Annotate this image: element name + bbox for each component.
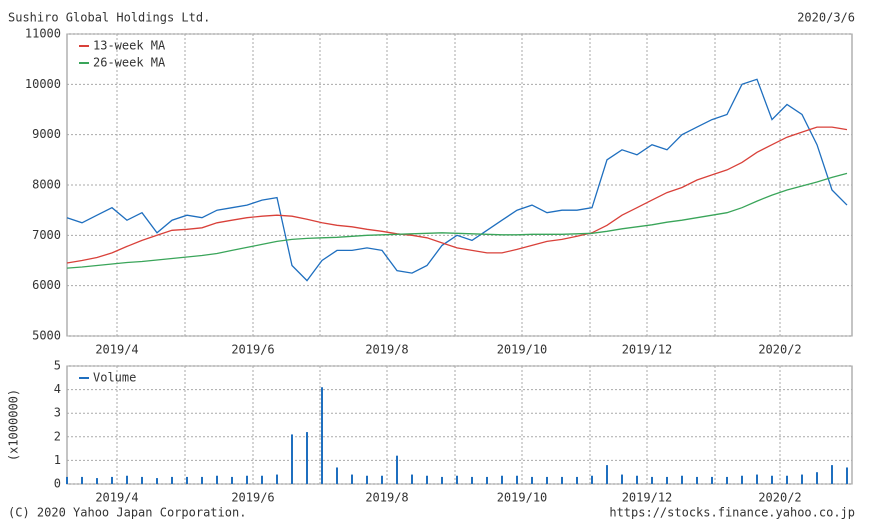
y-tick-label: 0 — [54, 477, 61, 491]
y-axis-label: (x1000000) — [7, 389, 21, 461]
x-tick-label: 2019/10 — [497, 491, 548, 505]
volume-bar — [816, 472, 818, 484]
y-tick-label: 11000 — [25, 27, 61, 41]
y-tick-label: 3 — [54, 406, 61, 420]
volume-bar — [81, 476, 83, 484]
x-tick-label: 2019/12 — [622, 343, 673, 357]
volume-bar — [531, 476, 533, 484]
legend-label: 13-week MA — [93, 39, 166, 53]
volume-bar — [501, 475, 503, 484]
volume-bar — [486, 476, 488, 484]
volume-bar — [111, 476, 113, 484]
x-tick-label: 2019/12 — [622, 491, 673, 505]
volume-bar — [426, 475, 428, 484]
copyright: (C) 2020 Yahoo Japan Corporation. — [8, 506, 246, 520]
x-tick-label: 2019/6 — [231, 491, 274, 505]
volume-bar — [66, 476, 68, 484]
volume-bar — [321, 387, 323, 484]
x-tick-label: 2019/10 — [497, 343, 548, 357]
y-tick-label: 10000 — [25, 77, 61, 91]
x-tick-label: 2019/4 — [95, 491, 138, 505]
volume-bar — [216, 475, 218, 484]
volume-bar — [771, 475, 773, 484]
x-tick-label: 2019/4 — [95, 343, 138, 357]
price-line — [66, 126, 848, 264]
y-tick-label: 5 — [54, 359, 61, 373]
volume-bar — [666, 476, 668, 484]
x-tick-label: 2019/8 — [365, 491, 408, 505]
volume-bar — [171, 476, 173, 484]
volume-bar — [186, 476, 188, 484]
volume-bar — [846, 467, 848, 484]
y-tick-label: 8000 — [32, 178, 61, 192]
volume-bar — [741, 475, 743, 484]
x-tick-label: 2019/8 — [365, 343, 408, 357]
x-tick-label: 2019/6 — [231, 343, 274, 357]
volume-bar — [336, 467, 338, 484]
volume-bar — [246, 475, 248, 484]
volume-bar — [711, 476, 713, 484]
volume-bar — [441, 476, 443, 484]
volume-bar — [126, 475, 128, 484]
volume-bar — [231, 476, 233, 484]
volume-bar — [306, 432, 308, 484]
volume-bar — [516, 475, 518, 484]
volume-bar — [636, 475, 638, 484]
volume-bar — [621, 474, 623, 484]
volume-bar — [831, 465, 833, 484]
y-tick-label: 9000 — [32, 127, 61, 141]
volume-bar — [456, 475, 458, 484]
volume-bar — [546, 476, 548, 484]
volume-bar — [786, 475, 788, 484]
legend-label: 26-week MA — [93, 56, 166, 70]
volume-bar — [366, 475, 368, 484]
volume-bar — [681, 475, 683, 484]
y-tick-label: 2 — [54, 429, 61, 443]
price-line — [66, 172, 848, 269]
volume-bar — [576, 476, 578, 484]
volume-bar — [471, 476, 473, 484]
volume-bar — [801, 474, 803, 484]
volume-bar — [381, 475, 383, 484]
legend-label: Volume — [93, 371, 136, 385]
volume-bar — [726, 476, 728, 484]
y-tick-label: 5000 — [32, 329, 61, 343]
y-tick-label: 7000 — [32, 228, 61, 242]
volume-bar — [411, 474, 413, 484]
price-line — [66, 78, 848, 282]
x-tick-label: 2020/2 — [758, 491, 801, 505]
volume-bar — [261, 475, 263, 484]
volume-bar — [651, 476, 653, 484]
y-tick-label: 4 — [54, 382, 61, 396]
volume-bar — [591, 475, 593, 484]
volume-bar — [396, 455, 398, 484]
y-tick-label: 6000 — [32, 278, 61, 292]
y-tick-label: 1 — [54, 453, 61, 467]
volume-bar — [201, 476, 203, 484]
title: Sushiro Global Holdings Ltd. — [8, 11, 210, 25]
source-url: https://stocks.finance.yahoo.co.jp — [609, 506, 855, 520]
volume-bar — [96, 478, 98, 484]
volume-bar — [606, 465, 608, 484]
x-tick-label: 2020/2 — [758, 343, 801, 357]
volume-bar — [291, 434, 293, 484]
volume-bar — [561, 476, 563, 484]
volume-bar — [276, 474, 278, 484]
volume-bar — [141, 476, 143, 484]
volume-bar — [696, 476, 698, 484]
volume-bar — [351, 474, 353, 484]
volume-bar — [756, 474, 758, 484]
date: 2020/3/6 — [797, 11, 855, 25]
volume-bar — [156, 478, 158, 484]
